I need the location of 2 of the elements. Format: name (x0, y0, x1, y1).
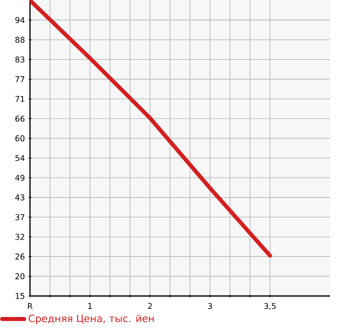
line-series (30, 0, 272, 258)
legend-label: Средняя Цена, тыс. йен (28, 314, 154, 324)
